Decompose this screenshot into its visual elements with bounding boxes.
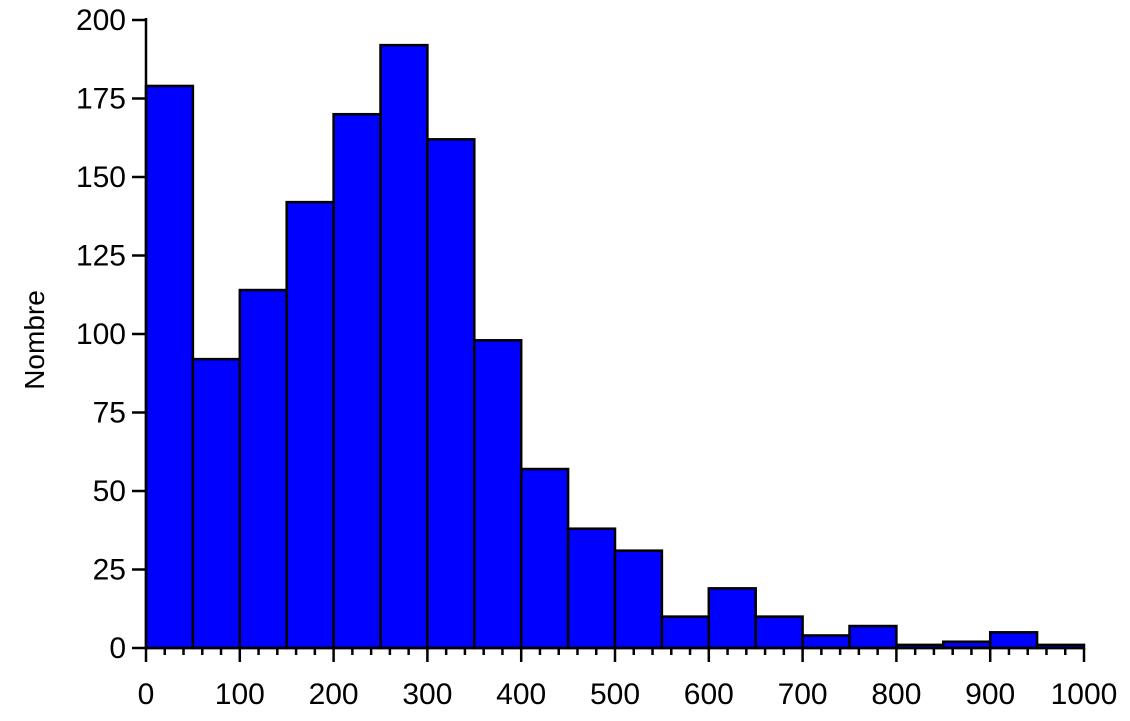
histogram-bar [238,288,288,650]
histogram-bar [426,138,476,650]
y-tick-label: 25 [93,554,126,587]
y-axis-label: Nombre [19,290,50,390]
histogram-bar [707,587,757,650]
histogram-bar [285,200,335,650]
histogram-bar [801,634,851,650]
histogram-bar [144,84,195,650]
histogram-bar [191,357,242,650]
x-tick-label: 200 [309,678,359,711]
histogram-bar [519,467,570,650]
x-tick-label: 0 [138,678,155,711]
x-tick-label: 100 [215,678,265,711]
y-tick-label: 100 [76,318,126,351]
axes-group [132,18,1086,662]
histogram-bar [848,624,898,650]
x-tick-label: 1000 [1051,678,1118,711]
y-tick-label: 150 [76,161,126,194]
labels-group: 0 25 50 75 100 125 150 175 200 0 100 200 300 400 500 60… [19,4,1117,711]
histogram-bar [332,112,382,650]
histogram-bar [473,339,523,650]
histogram-bar [379,43,429,650]
x-tick-label: 400 [496,678,546,711]
y-tick-label: 200 [76,4,126,37]
y-tick-label: 175 [76,83,126,116]
x-tick-label: 900 [965,678,1015,711]
y-tick-label: 75 [93,397,126,430]
histogram-bar [566,527,617,650]
y-tick-label: 50 [93,475,126,508]
y-tick-label: 0 [109,632,126,665]
x-tick-label: 300 [402,678,452,711]
histogram-bar [613,549,664,650]
histogram-bar [988,631,1039,650]
bars-group [144,43,1086,650]
histogram-bar [660,615,711,650]
histogram-bar [754,615,804,650]
x-tick-label: 800 [871,678,921,711]
x-tick-label: 600 [684,678,734,711]
x-tick-label: 500 [590,678,640,711]
x-tick-label: 700 [778,678,828,711]
y-tick-label: 125 [76,240,126,273]
